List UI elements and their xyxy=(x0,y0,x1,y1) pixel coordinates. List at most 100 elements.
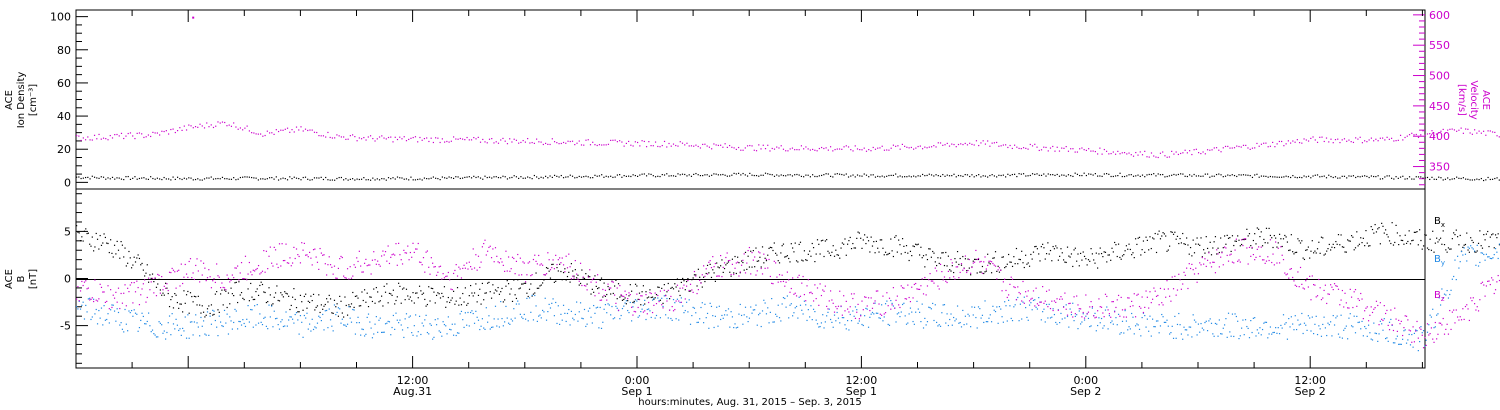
by-point xyxy=(953,316,955,319)
by-point xyxy=(1133,333,1135,335)
velocity-point xyxy=(1307,140,1310,142)
bx-point xyxy=(899,244,901,246)
density-point xyxy=(161,178,163,181)
velocity-point xyxy=(271,132,273,134)
bx-point xyxy=(760,266,762,268)
velocity-point xyxy=(1141,154,1144,156)
by-point xyxy=(1226,336,1228,338)
by-point xyxy=(723,314,726,316)
by-point xyxy=(594,312,596,314)
by-point xyxy=(769,311,771,313)
density-point xyxy=(1249,174,1251,177)
bx-point xyxy=(1120,258,1122,260)
by-point xyxy=(739,303,741,306)
by-point xyxy=(1421,332,1423,334)
velocity-point xyxy=(1085,149,1087,152)
by-point xyxy=(641,308,643,310)
bx-point xyxy=(350,303,353,305)
by-point xyxy=(653,297,655,300)
bx-point xyxy=(1247,235,1249,237)
by-point xyxy=(1001,316,1003,318)
density-point xyxy=(917,175,919,177)
bx-point xyxy=(1069,256,1071,258)
by-point xyxy=(261,323,264,326)
density-point xyxy=(854,176,856,178)
bx-point xyxy=(1273,234,1275,237)
bx-point xyxy=(445,306,447,308)
by-point xyxy=(1169,333,1171,335)
bx-point xyxy=(1171,231,1173,233)
velocity-point xyxy=(452,136,455,138)
by-point xyxy=(778,317,781,319)
by-point xyxy=(1361,320,1363,323)
velocity-point xyxy=(450,140,452,142)
density-outlier-point xyxy=(192,16,195,19)
bx-point xyxy=(1294,251,1296,254)
bx-point xyxy=(629,284,631,286)
velocity-point xyxy=(1476,132,1478,134)
velocity-point xyxy=(975,140,978,142)
by-point xyxy=(847,320,849,322)
density-point xyxy=(448,176,450,178)
by-point xyxy=(1028,304,1031,306)
velocity-point xyxy=(282,129,284,131)
by-point xyxy=(1165,321,1167,324)
bx-point xyxy=(997,265,999,267)
velocity-point xyxy=(1276,143,1278,145)
density-point xyxy=(594,174,596,176)
by-point xyxy=(743,314,745,316)
bx-point xyxy=(608,288,610,291)
velocity-point xyxy=(295,126,298,128)
velocity-point xyxy=(1020,148,1022,150)
velocity-point xyxy=(1375,138,1377,140)
velocity-point xyxy=(755,150,758,152)
by-point xyxy=(623,305,625,307)
by-point xyxy=(882,320,884,322)
velocity-point xyxy=(1247,147,1249,149)
by-point xyxy=(805,304,807,306)
by-point xyxy=(1014,304,1016,306)
bx-point xyxy=(466,304,468,306)
by-point xyxy=(1303,322,1306,324)
velocity-point xyxy=(527,137,529,140)
by-point xyxy=(932,302,934,305)
bx-point xyxy=(1055,245,1057,247)
bx-point xyxy=(322,308,324,310)
by-point xyxy=(1290,316,1292,318)
by-point xyxy=(217,335,219,337)
velocity-point xyxy=(524,141,526,143)
bx-point xyxy=(539,285,541,287)
velocity-point xyxy=(553,141,556,143)
density-point xyxy=(219,178,221,180)
by-point xyxy=(772,321,774,323)
bx-point xyxy=(743,269,745,271)
density-point xyxy=(518,177,520,180)
bx-point xyxy=(924,266,926,268)
bx-point xyxy=(733,272,735,274)
bx-point xyxy=(1314,250,1316,252)
bx-point xyxy=(917,243,919,245)
bx-point xyxy=(1035,245,1037,248)
velocity-point xyxy=(410,137,412,139)
bx-point xyxy=(663,284,665,286)
bx-point xyxy=(890,238,892,240)
by-point xyxy=(1161,313,1163,316)
by-point xyxy=(264,316,266,318)
bx-point xyxy=(603,282,605,284)
bx-point xyxy=(129,257,131,259)
bx-point xyxy=(570,263,573,265)
by-point xyxy=(1134,325,1137,327)
bx-point xyxy=(1166,250,1168,252)
velocity-point xyxy=(1467,128,1469,130)
by-point xyxy=(1022,301,1024,303)
by-point xyxy=(1040,319,1042,321)
velocity-point xyxy=(387,136,390,139)
bx-point xyxy=(860,237,862,239)
by-point xyxy=(271,305,273,307)
by-point xyxy=(819,325,821,328)
by-point xyxy=(586,323,588,325)
bx-point xyxy=(675,286,677,288)
bx-point xyxy=(1494,234,1497,236)
density-point xyxy=(1085,174,1087,177)
